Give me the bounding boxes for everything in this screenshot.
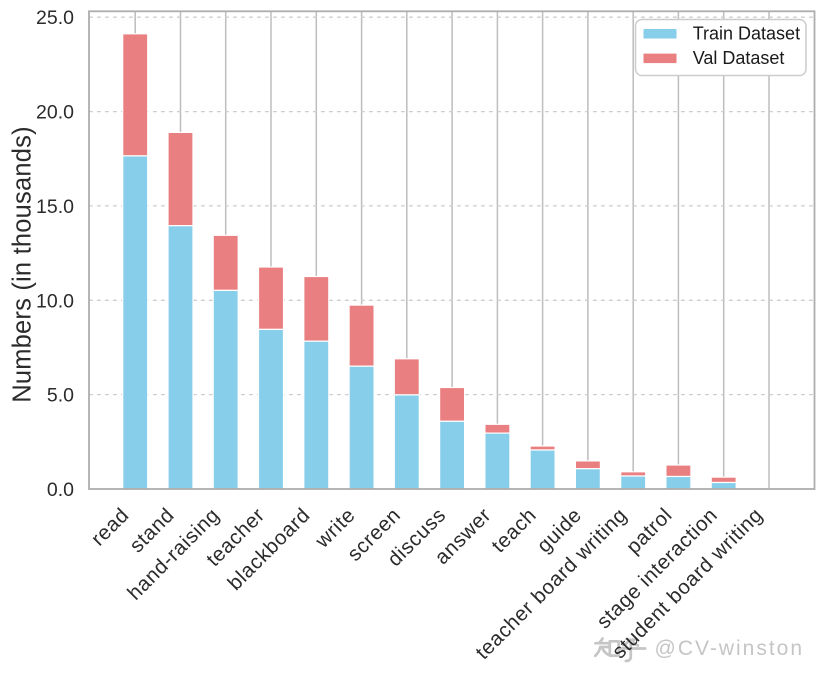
svg-text:0.0: 0.0 bbox=[47, 479, 74, 501]
svg-text:20.0: 20.0 bbox=[36, 102, 74, 124]
svg-text:Train Dataset: Train Dataset bbox=[693, 24, 800, 44]
svg-text:10.0: 10.0 bbox=[36, 290, 74, 312]
svg-text:15.0: 15.0 bbox=[36, 196, 74, 218]
svg-text:25.0: 25.0 bbox=[36, 7, 74, 29]
svg-text:Val Dataset: Val Dataset bbox=[693, 48, 785, 68]
svg-text:@CV-winston: @CV-winston bbox=[655, 637, 805, 660]
svg-text:5.0: 5.0 bbox=[47, 385, 74, 407]
svg-text:Numbers (in thousands): Numbers (in thousands) bbox=[9, 126, 37, 403]
